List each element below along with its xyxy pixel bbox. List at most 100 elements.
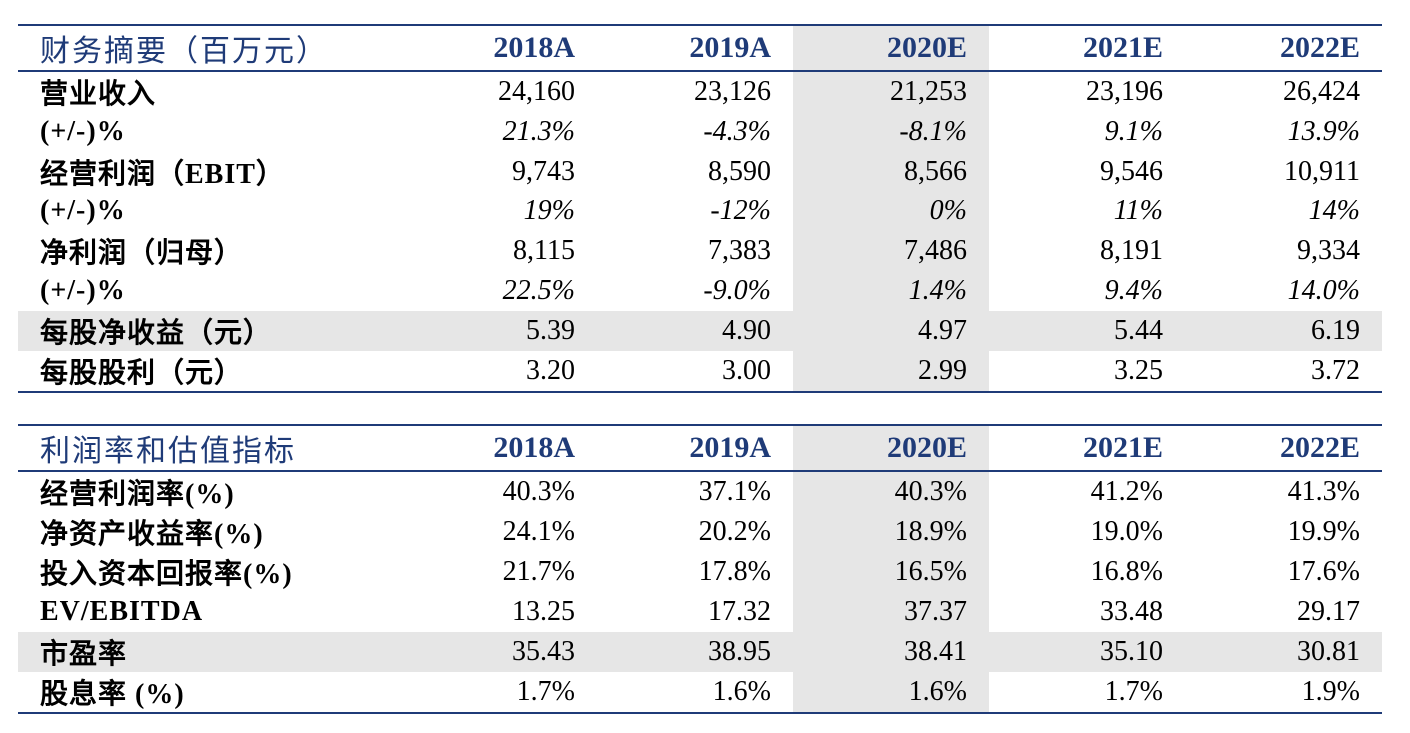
row-label: 每股股利（元） (18, 350, 401, 393)
cell-value: 13.9% (1287, 115, 1360, 147)
cell-value: 3.00 (597, 350, 793, 393)
cell-value: 14% (1308, 195, 1360, 227)
cell-value: 1.7% (401, 671, 597, 714)
cell-value: 41.2% (1090, 476, 1163, 507)
cell-value: 26,424 (1283, 76, 1360, 107)
row-label: 经营利润率(%) (40, 479, 235, 510)
row-label: 股息率 (%) (18, 671, 401, 714)
table-header-row: 利润率和估值指标 2018A 2019A 2020E 2021E 2022E (18, 424, 1382, 472)
cell-value: 1.7% (989, 671, 1185, 714)
cell-value: 1.4% (793, 271, 989, 311)
table-row: (+/-)% 19% -12% 0% 11% 14% (18, 191, 1382, 231)
cell-value: 37.1% (698, 476, 771, 507)
year-header: 2021E (989, 24, 1185, 72)
cell-value: 4.90 (597, 310, 793, 351)
cell-value: 16.5% (793, 552, 989, 592)
cell-value: 19.0% (1090, 516, 1163, 547)
cell-value: 40.3% (502, 476, 575, 507)
cell-value: 1.6% (793, 671, 989, 714)
table-row: 经营利润率(%) 40.3% 37.1% 40.3% 41.2% 41.3% (18, 471, 1382, 512)
cell-value: 8,115 (513, 235, 575, 266)
table-row: 经营利润（EBIT） 9,743 8,590 8,566 9,546 10,91… (18, 151, 1382, 192)
cell-value: -4.3% (703, 115, 771, 147)
row-label: 每股净收益（元） (18, 310, 401, 351)
margin-valuation-table: 利润率和估值指标 2018A 2019A 2020E 2021E 2022E 经… (18, 424, 1382, 714)
year-header: 2022E (1185, 424, 1382, 472)
cell-value: 9,546 (1100, 155, 1163, 187)
table-row: 每股净收益（元） 5.39 4.90 4.97 5.44 6.19 (18, 310, 1382, 351)
cell-value: -12% (710, 195, 771, 227)
row-label: 市盈率 (18, 631, 401, 672)
cell-value: 3.72 (1185, 350, 1382, 393)
cell-value: 6.19 (1185, 310, 1382, 351)
cell-value: 17.8% (698, 556, 771, 587)
cell-value: 13.25 (512, 595, 575, 627)
year-header: 2020E (793, 424, 989, 472)
table-row: 投入资本回报率(%) 21.7% 17.8% 16.5% 16.8% 17.6% (18, 552, 1382, 592)
row-label: (+/-)% (40, 195, 126, 227)
row-label: (+/-)% (40, 274, 126, 306)
row-label: 营业收入 (40, 79, 157, 110)
cell-value: 9,743 (512, 155, 575, 187)
table-row: 净利润（归母） 8,115 7,383 7,486 8,191 9,334 (18, 231, 1382, 271)
row-label: 经营利润（EBIT） (40, 158, 285, 190)
cell-value: 35.43 (401, 631, 597, 672)
cell-value: 9,334 (1297, 235, 1360, 266)
cell-value: 40.3% (793, 471, 989, 512)
table-row: (+/-)% 22.5% -9.0% 1.4% 9.4% 14.0% (18, 271, 1382, 311)
table-row: 营业收入 24,160 23,126 21,253 23,196 26,424 (18, 71, 1382, 112)
year-header: 2018A (401, 424, 597, 472)
cell-value: 23,126 (694, 76, 771, 107)
cell-value: 9.4% (1104, 274, 1163, 306)
cell-value: 29.17 (1297, 595, 1360, 627)
cell-value: 18.9% (793, 512, 989, 552)
cell-value: 5.39 (401, 310, 597, 351)
year-header: 2019A (597, 24, 793, 72)
cell-value: 22.5% (502, 274, 575, 306)
table-row: 市盈率 35.43 38.95 38.41 35.10 30.81 (18, 631, 1382, 672)
table-row: (+/-)% 21.3% -4.3% -8.1% 9.1% 13.9% (18, 112, 1382, 152)
cell-value: 38.41 (793, 631, 989, 672)
table-title: 财务摘要（百万元） (18, 24, 401, 72)
cell-value: 23,196 (1086, 76, 1163, 107)
cell-value: 9.1% (1104, 115, 1163, 147)
cell-value: 19.9% (1287, 516, 1360, 547)
cell-value: 21.7% (502, 556, 575, 587)
row-label: EV/EBITDA (40, 595, 204, 627)
cell-value: 0% (793, 191, 989, 231)
row-label: 投入资本回报率(%) (40, 559, 293, 590)
cell-value: -9.0% (703, 274, 771, 306)
cell-value: 21,253 (793, 71, 989, 112)
cell-value: 24,160 (498, 76, 575, 107)
cell-value: 2.99 (793, 350, 989, 393)
row-label: 净利润（归母） (40, 238, 244, 269)
year-header: 2021E (989, 424, 1185, 472)
cell-value: 35.10 (989, 631, 1185, 672)
cell-value: 19% (523, 195, 575, 227)
cell-value: 17.6% (1287, 556, 1360, 587)
cell-value: 7,486 (793, 231, 989, 271)
cell-value: 3.25 (989, 350, 1185, 393)
cell-value: 8,590 (708, 155, 771, 187)
table-header-row: 财务摘要（百万元） 2018A 2019A 2020E 2021E 2022E (18, 24, 1382, 72)
cell-value: 1.9% (1185, 671, 1382, 714)
financial-summary-table: 财务摘要（百万元） 2018A 2019A 2020E 2021E 2022E … (18, 24, 1382, 393)
year-header: 2019A (597, 424, 793, 472)
cell-value: 20.2% (698, 516, 771, 547)
row-label: 净资产收益率(%) (40, 519, 264, 550)
cell-value: 7,383 (708, 235, 771, 266)
cell-value: 3.20 (401, 350, 597, 393)
table-title: 利润率和估值指标 (18, 424, 401, 472)
cell-value: 8,191 (1100, 235, 1163, 266)
row-label: (+/-)% (40, 115, 126, 147)
table-row: 每股股利（元） 3.20 3.00 2.99 3.25 3.72 (18, 350, 1382, 393)
cell-value: 17.32 (708, 595, 771, 627)
cell-value: 8,566 (793, 151, 989, 192)
cell-value: 24.1% (502, 516, 575, 547)
cell-value: 1.6% (597, 671, 793, 714)
cell-value: 21.3% (502, 115, 575, 147)
table-row: 股息率 (%) 1.7% 1.6% 1.6% 1.7% 1.9% (18, 671, 1382, 714)
cell-value: 5.44 (989, 310, 1185, 351)
table-row: 净资产收益率(%) 24.1% 20.2% 18.9% 19.0% 19.9% (18, 512, 1382, 552)
cell-value: 10,911 (1284, 155, 1360, 187)
